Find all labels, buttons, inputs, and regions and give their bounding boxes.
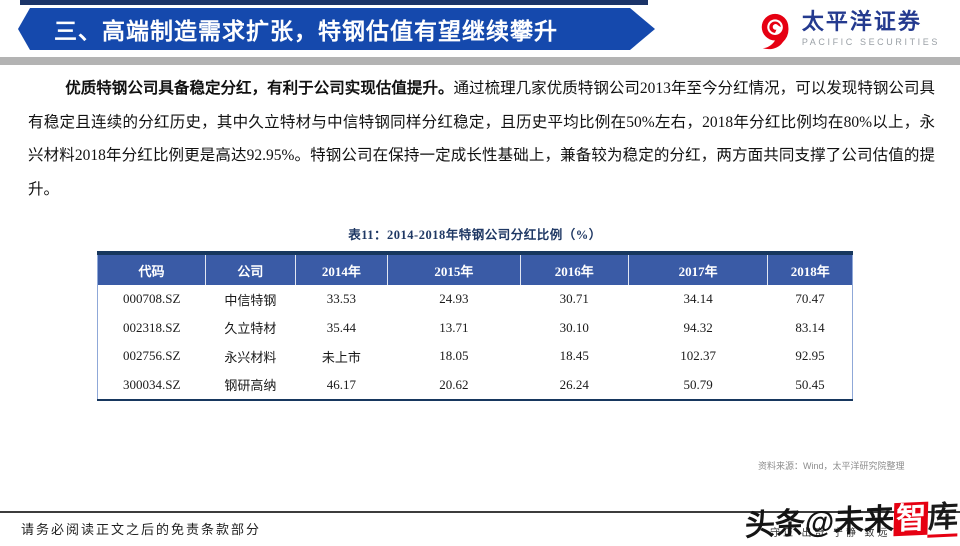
- table-row: 000708.SZ 中信特钢 33.53 24.93 30.71 34.14 70.47: [97, 285, 853, 314]
- dividend-value-cell: 18.05: [387, 342, 521, 371]
- paragraph-lead-sentence: 优质特钢公司具备稳定分红，有利于公司实现估值提升。: [65, 80, 454, 97]
- dividend-value-cell: 35.44: [295, 313, 388, 342]
- table-header-cell: 2015年: [386, 253, 521, 285]
- table-row: 002756.SZ 永兴材料 未上市 18.05 18.45 102.37 92.95: [97, 342, 853, 371]
- table-header-cell: 2017年: [627, 253, 768, 285]
- dividend-value-cell: 18.45: [520, 342, 629, 371]
- section-title-banner: 三、高端制造需求扩张，特钢估值有望继续攀升: [18, 8, 655, 50]
- dividend-value-cell: 46.17: [295, 370, 388, 400]
- table-row: 300034.SZ 钢研高纳 46.17 20.62 26.24 50.79 50.45: [97, 370, 853, 400]
- dividend-value-cell: 33.53: [295, 285, 388, 314]
- table-header-cell: 代码: [97, 253, 206, 285]
- dividend-value-cell: 102.37: [628, 342, 768, 371]
- company-name-cell: 钢研高纳: [205, 370, 296, 400]
- dividend-value-cell: 34.14: [628, 285, 768, 314]
- footer-divider: [0, 511, 960, 513]
- table-header-cell: 公司: [204, 253, 296, 285]
- company-logo: 太平洋证券 PACIFIC SECURITIES: [757, 9, 940, 51]
- company-name-cell: 久立特材: [205, 313, 296, 342]
- stock-code-cell: 000708.SZ: [97, 285, 206, 314]
- watermark-ku: 库: [927, 500, 959, 538]
- dividend-value-cell: 30.71: [520, 285, 629, 314]
- watermark-text: 头条@未来: [744, 503, 895, 543]
- dividend-value-cell: 83.14: [767, 313, 853, 342]
- dividend-value-cell: 26.24: [520, 370, 629, 400]
- company-name-cell: 中信特钢: [205, 285, 296, 314]
- logo-name-cn: 太平洋证券: [801, 9, 922, 34]
- section-title: 三、高端制造需求扩张，特钢估值有望继续攀升: [54, 19, 558, 44]
- company-slogan: 守正 出奇 宁静 致远: [770, 528, 891, 539]
- logo-name-en: PACIFIC SECURITIES: [801, 37, 940, 47]
- table-header-cell: 2016年: [519, 253, 629, 285]
- stock-code-cell: 002756.SZ: [97, 342, 206, 371]
- dividend-value-cell: 92.95: [767, 342, 853, 371]
- table-header-cell: 2018年: [767, 253, 853, 285]
- logo-text-block: 太平洋证券 PACIFIC SECURITIES: [802, 9, 940, 47]
- header-shadow-bar: [0, 57, 960, 65]
- watermark: 头条@未来智库: [744, 491, 959, 544]
- dividend-value-cell: 20.62: [387, 370, 521, 400]
- dividend-value-cell: 13.71: [387, 313, 521, 342]
- stock-code-cell: 002318.SZ: [97, 313, 206, 342]
- paragraph-body-text: 通过梳理几家优质特钢公司2013年至今分红情况，可以发现特钢公司具有稳定且连续的…: [28, 80, 935, 198]
- table-caption: 表11：2014-2018年特钢公司分红比例（%）: [348, 228, 602, 242]
- dividend-value-cell: 未上市: [295, 342, 388, 371]
- dividend-value-cell: 94.32: [628, 313, 768, 342]
- watermark-zhi-badge: 智: [893, 501, 929, 537]
- table-row: 002318.SZ 久立特材 35.44 13.71 30.10 94.32 83.14: [97, 313, 853, 342]
- table-header-cell: 2014年: [294, 253, 388, 285]
- top-accent-line: [20, 0, 648, 5]
- table-header: 代码 公司 2014年 2015年 2016年 2017年 2018年: [97, 253, 853, 285]
- dividend-value-cell: 24.93: [387, 285, 521, 314]
- data-source-note: 资料来源：Wind，太平洋研究院整理: [758, 461, 905, 471]
- table-header-row: 代码 公司 2014年 2015年 2016年 2017年 2018年: [97, 253, 853, 285]
- company-name-cell: 永兴材料: [205, 342, 296, 371]
- disclaimer-text: 请务必阅读正文之后的免责条款部分: [21, 522, 262, 537]
- table-body: 000708.SZ 中信特钢 33.53 24.93 30.71 34.14 70.47 00…: [97, 285, 853, 400]
- dividend-value-cell: 70.47: [767, 285, 853, 314]
- dividend-ratio-table: 代码 公司 2014年 2015年 2016年 2017年 2018年 000708.SZ 中…: [97, 251, 853, 401]
- dividend-value-cell: 50.45: [767, 370, 853, 400]
- dividend-value-cell: 30.10: [520, 313, 629, 342]
- stock-code-cell: 300034.SZ: [97, 370, 206, 400]
- summary-paragraph: 优质特钢公司具备稳定分红，有利于公司实现估值提升。通过梳理几家优质特钢公司201…: [28, 72, 935, 206]
- pacific-logo-icon: [761, 13, 789, 50]
- dividend-value-cell: 50.79: [628, 370, 768, 400]
